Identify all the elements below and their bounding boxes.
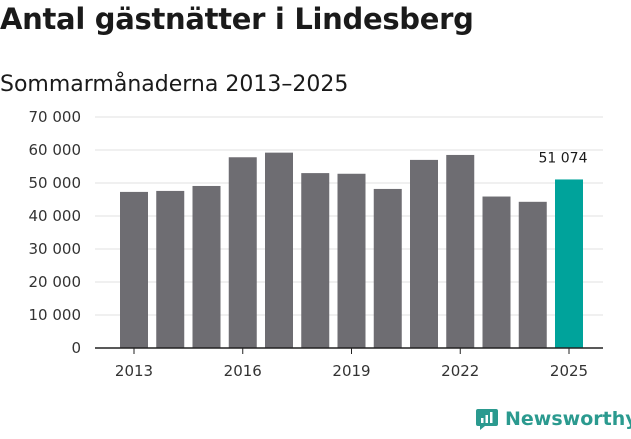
bar <box>482 196 511 348</box>
y-tick-label: 10 000 <box>29 306 82 324</box>
newsworthy-logo-icon <box>476 409 498 430</box>
y-tick-label: 0 <box>71 339 81 357</box>
bar <box>446 154 475 348</box>
x-tick-label: 2016 <box>224 362 262 380</box>
x-tick-label: 2025 <box>550 362 588 380</box>
bar-chart: 0 10 000 20 000 30 000 40 000 50 000 60 000 70 … <box>29 108 603 380</box>
bar <box>337 173 366 348</box>
y-tick-label: 40 000 <box>29 207 82 225</box>
bar-highlighted <box>555 179 583 348</box>
x-tick-label: 2013 <box>115 362 153 380</box>
chart-title: Antal gästnätter i Lindesberg <box>0 2 474 36</box>
x-tick-label: 2019 <box>332 362 370 380</box>
x-tick-label: 2022 <box>441 362 479 380</box>
bar <box>192 185 221 348</box>
y-tick-label: 60 000 <box>29 141 82 159</box>
bar <box>301 173 330 348</box>
bar <box>265 152 293 348</box>
y-tick-label: 50 000 <box>29 174 82 192</box>
bar <box>156 190 185 348</box>
y-tick-label: 20 000 <box>29 273 82 291</box>
bar <box>410 159 438 348</box>
brand-name: Newsworthy <box>505 408 631 430</box>
data-label: 51 074 <box>539 150 588 166</box>
bar <box>518 201 547 348</box>
bar <box>373 188 402 348</box>
bar <box>120 191 148 348</box>
y-tick-label: 30 000 <box>29 240 82 258</box>
brand-logo: Newsworthy <box>475 407 631 431</box>
chart-subtitle: Sommarmånaderna 2013–2025 <box>0 72 349 97</box>
y-tick-label: 70 000 <box>29 108 82 126</box>
bar <box>228 157 257 348</box>
